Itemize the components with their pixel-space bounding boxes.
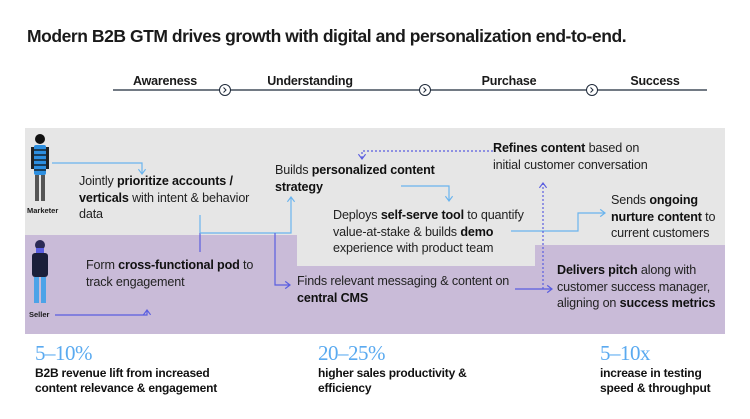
step-pod: Form cross-functional pod to track engag… bbox=[86, 258, 254, 289]
arrow-builds-to-deploys bbox=[401, 185, 454, 202]
step-sends: Sends ongoing nurture content to current… bbox=[611, 193, 716, 240]
stat-value: 20–25% bbox=[318, 341, 386, 365]
step-refines: Refines content based on initial custome… bbox=[493, 141, 648, 172]
arrow-to-builds bbox=[200, 196, 296, 234]
stat-description: increase in testing speed & throughput bbox=[600, 366, 711, 395]
chevron-right-icon bbox=[419, 84, 431, 96]
dotted-arrow-refines-to-builds bbox=[357, 150, 493, 160]
stage-purchase: Purchase bbox=[481, 74, 537, 88]
step-prioritize: Jointly prioritize accounts / verticals … bbox=[79, 174, 250, 221]
stage-success: Success bbox=[630, 74, 680, 88]
step-delivers: Delivers pitch along with customer succe… bbox=[557, 263, 716, 310]
arrow-seller-to-pod bbox=[55, 309, 152, 316]
chevron-right-icon bbox=[219, 84, 231, 96]
stat-description: B2B revenue lift from increased content … bbox=[35, 366, 218, 395]
stat-value: 5–10% bbox=[35, 341, 93, 365]
marketer-figure-icon bbox=[31, 134, 49, 201]
role-label-seller: Seller bbox=[29, 310, 50, 319]
stat-revenue-lift: 5–10% B2B revenue lift from increased co… bbox=[35, 341, 245, 396]
stage-understanding: Understanding bbox=[267, 74, 353, 88]
page-title: Modern B2B GTM drives growth with digita… bbox=[27, 26, 627, 46]
step-deploys: Deploys self-serve tool to quantify valu… bbox=[333, 208, 524, 255]
arrow-to-finds bbox=[274, 233, 291, 290]
role-label-marketer: Marketer bbox=[27, 206, 59, 215]
stage-awareness: Awareness bbox=[133, 74, 197, 88]
step-builds: Builds personalized content strategy bbox=[275, 163, 435, 194]
stat-testing-speed: 5–10x increase in testing speed & throug… bbox=[600, 341, 730, 396]
arrow-marketer-to-prioritize bbox=[52, 162, 147, 175]
stat-sales-productivity: 20–25% higher sales productivity & effic… bbox=[318, 341, 478, 396]
stat-description: higher sales productivity & efficiency bbox=[318, 366, 467, 395]
seller-figure-icon bbox=[32, 240, 48, 303]
stage-timeline bbox=[113, 84, 707, 96]
stat-value: 5–10x bbox=[600, 341, 651, 365]
step-finds: Finds relevant messaging & content on ce… bbox=[297, 274, 510, 305]
chevron-right-icon bbox=[586, 84, 598, 96]
arrow-deploys-to-sends bbox=[511, 208, 606, 232]
